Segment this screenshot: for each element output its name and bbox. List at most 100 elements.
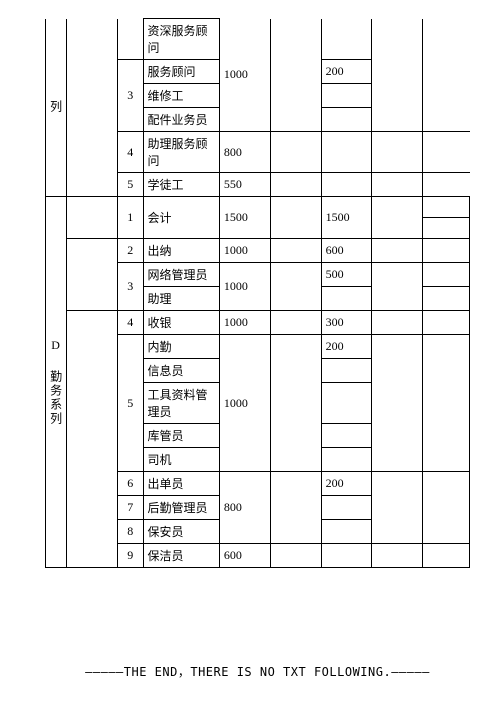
cell-empty xyxy=(321,287,372,311)
cell-level: 9 xyxy=(118,544,143,568)
cell-empty xyxy=(270,263,321,311)
cell-position: 网络管理员 xyxy=(143,263,219,287)
cell-empty xyxy=(321,19,372,60)
cell-value: 1000 xyxy=(219,335,270,472)
cell-empty xyxy=(270,472,321,544)
cell-empty xyxy=(423,311,470,335)
cell-position: 内勤 xyxy=(143,335,219,359)
cell-value: 200 xyxy=(321,335,372,359)
cell-empty xyxy=(67,239,118,311)
cell-level: 5 xyxy=(118,335,143,472)
cell-value: 200 xyxy=(321,60,372,84)
footer-end-text: —————THE END，THERE IS NO TXT FOLLOWING.—… xyxy=(45,663,470,680)
cell-empty xyxy=(372,472,423,544)
table-row: 列 资深服务顾问 1000 xyxy=(46,19,470,60)
cell-empty xyxy=(372,544,423,568)
cell-value: 550 xyxy=(219,173,270,197)
cell-empty xyxy=(67,197,118,239)
cell-position: 库管员 xyxy=(143,424,219,448)
cell-empty xyxy=(270,311,321,335)
cell-empty xyxy=(270,335,321,472)
cell-empty xyxy=(321,496,372,520)
cell-empty xyxy=(321,383,372,424)
cell-position: 保安员 xyxy=(143,520,219,544)
cell-empty xyxy=(423,218,470,239)
cell-level: 5 xyxy=(118,173,143,197)
cell-value: 1000 xyxy=(219,311,270,335)
cell-empty xyxy=(423,132,470,173)
cell-value: 1000 xyxy=(219,263,270,311)
cell-position: 助理服务顾问 xyxy=(143,132,219,173)
cell-position: 司机 xyxy=(143,448,219,472)
cell-empty xyxy=(270,19,321,132)
cell-value: 200 xyxy=(321,472,372,496)
cell-empty xyxy=(270,132,321,173)
cell-empty xyxy=(372,335,423,472)
cell-empty xyxy=(321,520,372,544)
cell-level: 6 xyxy=(118,472,143,496)
cell-position: 学徒工 xyxy=(143,173,219,197)
cell-level: 8 xyxy=(118,520,143,544)
document-page: 列 资深服务顾问 1000 3 服务顾问 200 维修工 配件业务员 4 助理服… xyxy=(45,18,470,680)
cell-value: 1500 xyxy=(321,197,372,239)
cell-level: 3 xyxy=(118,60,143,132)
cell-empty xyxy=(372,19,423,132)
cell-value: 300 xyxy=(321,311,372,335)
cell-level: 3 xyxy=(118,263,143,311)
cell-empty xyxy=(423,287,470,311)
cell-empty xyxy=(270,173,321,197)
cell-level: 4 xyxy=(118,132,143,173)
cell-empty xyxy=(372,173,423,197)
cell-level: 2 xyxy=(118,239,143,263)
cell-value: 600 xyxy=(219,544,270,568)
cell-empty xyxy=(270,239,321,263)
cell-empty xyxy=(372,311,423,335)
table-row: 4 收银 1000 300 xyxy=(46,311,470,335)
cell-empty xyxy=(321,448,372,472)
cell-empty xyxy=(372,132,423,173)
cell-empty xyxy=(270,197,321,239)
cell-empty xyxy=(321,84,372,108)
salary-table: 列 资深服务顾问 1000 3 服务顾问 200 维修工 配件业务员 4 助理服… xyxy=(45,18,470,568)
table-row: 2 出纳 1000 600 xyxy=(46,239,470,263)
cell-empty xyxy=(321,544,372,568)
cell-value: 800 xyxy=(219,472,270,544)
cell-empty xyxy=(423,263,470,287)
cell-position: 配件业务员 xyxy=(143,108,219,132)
cell-empty xyxy=(423,335,470,472)
cell-value: 800 xyxy=(219,132,270,173)
cell-empty xyxy=(423,544,470,568)
cell-position: 后勤管理员 xyxy=(143,496,219,520)
cell-empty xyxy=(321,359,372,383)
cell-position: 出纳 xyxy=(143,239,219,263)
cell-empty xyxy=(372,239,423,263)
cell-value: 600 xyxy=(321,239,372,263)
cell-empty xyxy=(321,173,372,197)
cell-value: 1000 xyxy=(219,239,270,263)
cell-position: 服务顾问 xyxy=(143,60,219,84)
cell-position: 会计 xyxy=(143,197,219,239)
cell-empty xyxy=(321,424,372,448)
cell-empty xyxy=(372,197,423,239)
cell-empty xyxy=(372,263,423,311)
cell-level: 7 xyxy=(118,496,143,520)
cell-value: 1500 xyxy=(219,197,270,239)
cell-position: 资深服务顾问 xyxy=(143,19,219,60)
cell-empty xyxy=(423,197,470,218)
cell-empty xyxy=(270,544,321,568)
cell-value: 1000 xyxy=(219,19,270,132)
cell-position: 出单员 xyxy=(143,472,219,496)
cell-position: 工具资料管理员 xyxy=(143,383,219,424)
cell-empty xyxy=(67,19,118,197)
cell-empty xyxy=(423,472,470,544)
cell-empty xyxy=(118,19,143,60)
cell-position: 助理 xyxy=(143,287,219,311)
section-label: 列 xyxy=(46,19,67,197)
cell-value: 500 xyxy=(321,263,372,287)
cell-empty xyxy=(423,173,470,197)
cell-empty xyxy=(67,311,118,568)
cell-empty xyxy=(321,132,372,173)
cell-position: 保洁员 xyxy=(143,544,219,568)
section-label: D 勤务系列 xyxy=(46,197,67,568)
cell-position: 信息员 xyxy=(143,359,219,383)
